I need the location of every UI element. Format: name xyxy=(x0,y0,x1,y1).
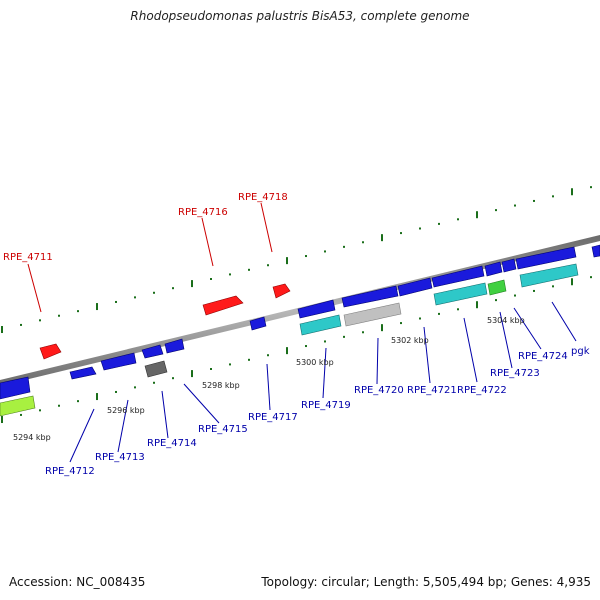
gene-arrow-rpe4719[interactable] xyxy=(297,299,336,319)
gene-box-teal-4719[interactable] xyxy=(299,314,342,336)
map-title: Rhodopseudomonas palustris BisA53, compl… xyxy=(130,9,470,23)
gene-label-rpe4711: RPE_4711 xyxy=(3,252,53,263)
gene-arrow-edge[interactable] xyxy=(591,244,600,258)
leader-lines xyxy=(27,202,577,463)
tick-label-5302: 5302 kbp xyxy=(391,336,429,345)
gene-arrow-rpe4718[interactable] xyxy=(272,283,291,299)
gene-label-rpe4715: RPE_4715 xyxy=(198,424,248,435)
tick-label-5300: 5300 kbp xyxy=(296,358,334,367)
gene-label-rpe4712: RPE_4712 xyxy=(45,466,95,477)
gene-box-teal-4722[interactable] xyxy=(433,282,488,306)
accession-text: Accession: NC_008435 xyxy=(9,575,146,589)
gene-label-rpe4722: RPE_4722 xyxy=(457,385,507,396)
gene-arrow-rpe4716[interactable] xyxy=(202,295,244,316)
gene-arrow-rpe4715a[interactable] xyxy=(141,344,164,359)
feature-track xyxy=(0,244,600,417)
tick-label-5296: 5296 kbp xyxy=(107,406,145,415)
gene-label-rpe4724: RPE_4724 xyxy=(518,351,568,362)
gene-label-rpe4720: RPE_4720 xyxy=(354,385,404,396)
gene-arrow-rpe4717[interactable] xyxy=(249,316,267,331)
gene-arrow-rpe4715b[interactable] xyxy=(164,338,185,354)
guide-tracks xyxy=(1,186,592,424)
gene-arrow-rpe4713[interactable] xyxy=(69,366,97,380)
tick-label-5304: 5304 kbp xyxy=(487,316,525,325)
gene-label-rpe4718: RPE_4718 xyxy=(238,192,288,203)
gene-box-teal-pgk[interactable] xyxy=(519,263,579,288)
gene-arrow-rpe4721[interactable] xyxy=(397,277,433,297)
gene-arrow-4711-area-start[interactable] xyxy=(0,376,31,400)
gene-box-green-4723[interactable] xyxy=(487,279,507,296)
gene-label-rpe4723: RPE_4723 xyxy=(490,368,540,379)
gene-arrow-rpe4724[interactable] xyxy=(501,258,517,273)
gene-label-pgk: pgk xyxy=(571,346,590,357)
genome-stats-text: Topology: circular; Length: 5,505,494 bp… xyxy=(261,575,591,589)
gene-label-rpe4719: RPE_4719 xyxy=(301,400,351,411)
gene-arrow-rpe4711[interactable] xyxy=(39,343,62,360)
gene-arrow-rpe4720[interactable] xyxy=(341,285,399,308)
gene-box-dark-gray[interactable] xyxy=(144,360,168,378)
gene-arrow-rpe4714[interactable] xyxy=(100,352,137,371)
gene-arrow-rpe4723[interactable] xyxy=(484,261,503,277)
gene-label-rpe4716: RPE_4716 xyxy=(178,207,228,218)
gene-label-rpe4714: RPE_4714 xyxy=(147,438,197,449)
gene-box-gray-4720[interactable] xyxy=(343,302,402,327)
gene-label-rpe4713: RPE_4713 xyxy=(95,452,145,463)
tick-label-5294: 5294 kbp xyxy=(13,433,51,442)
tick-label-5298: 5298 kbp xyxy=(202,381,240,390)
gene-box-lime[interactable] xyxy=(0,395,36,417)
gene-label-rpe4717: RPE_4717 xyxy=(248,412,298,423)
gene-label-rpe4721: RPE_4721 xyxy=(407,385,457,396)
gene-arrow-pgk[interactable] xyxy=(515,246,577,270)
gene-arrow-rpe4722[interactable] xyxy=(431,265,485,288)
